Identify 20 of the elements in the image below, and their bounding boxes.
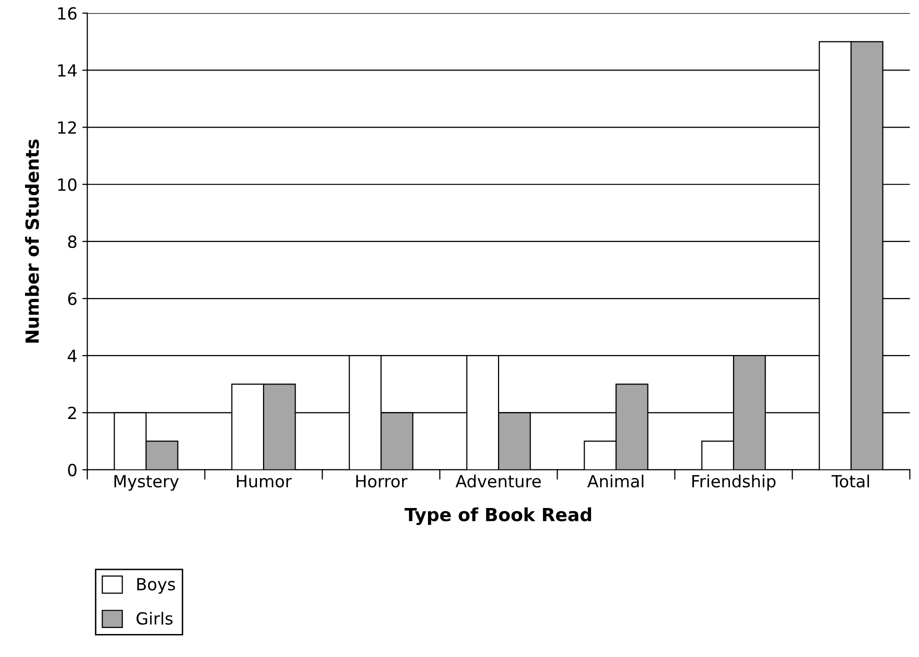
legend-label: Girls [136, 612, 173, 625]
x-tick-label: Mystery [114, 475, 179, 491]
y-tick-label: 0 [68, 464, 76, 476]
x-tick-label: Horror [356, 475, 408, 488]
x-tick-label: Total [832, 474, 869, 488]
y-tick-label: 12 [58, 121, 76, 134]
y-tick-label: 10 [58, 178, 76, 191]
y-tick-label: 6 [68, 292, 77, 306]
y-tick-label: 4 [68, 350, 77, 362]
x-tick-label: Adventure [456, 474, 541, 488]
y-tick-label: 8 [68, 235, 76, 248]
y-tick-label: 14 [58, 64, 77, 77]
y-tick-label: 16 [58, 7, 77, 20]
x-tick-label: Animal [587, 474, 644, 488]
legend-label: Boys [137, 578, 175, 594]
y-tick-label: 2 [68, 406, 76, 420]
x-tick-label: Humor [237, 475, 292, 488]
y-axis-title: Number of Students [25, 140, 39, 343]
x-tick-label: Friendship [692, 474, 776, 491]
x-axis-title: Type of Book Read [404, 507, 592, 526]
